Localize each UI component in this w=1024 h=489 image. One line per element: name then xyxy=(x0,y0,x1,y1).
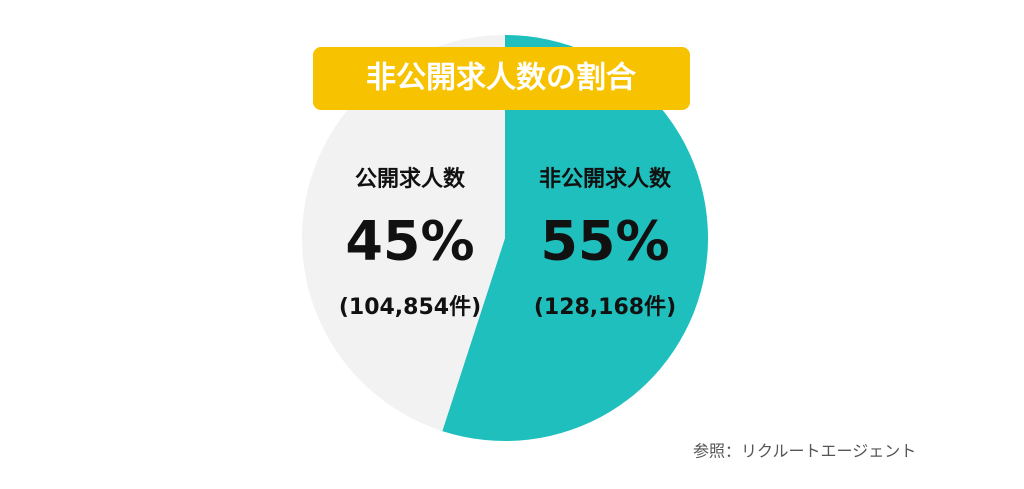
category-label: 公開求人数 xyxy=(355,166,466,192)
value-label: 45% xyxy=(345,210,474,273)
chart-title: 非公開求人数の割合 xyxy=(366,61,636,96)
source-note: 参照：リクルートエージェント xyxy=(693,442,916,461)
slices xyxy=(302,35,708,441)
pie-slice xyxy=(302,35,505,432)
count-label: (128,168件) xyxy=(534,295,676,320)
pie-slice xyxy=(442,35,708,441)
category-label: 非公開求人数 xyxy=(539,166,672,192)
title-box xyxy=(313,47,690,110)
value-label: 55% xyxy=(540,210,669,273)
count-label: (104,854件) xyxy=(339,295,481,320)
